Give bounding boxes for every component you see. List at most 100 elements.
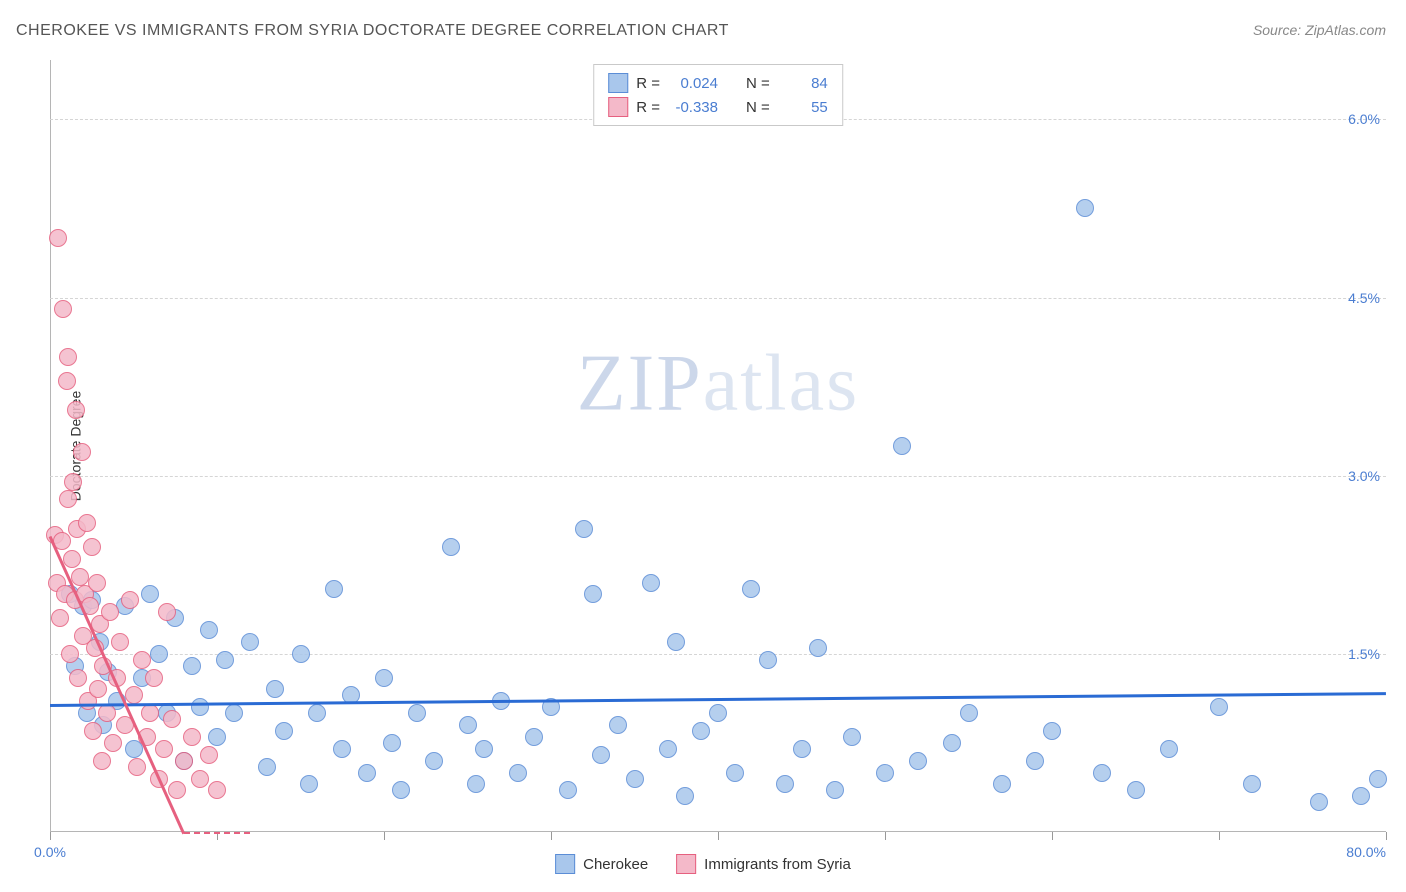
data-point <box>168 781 186 799</box>
r-label: R = <box>636 99 660 116</box>
data-point <box>175 752 193 770</box>
data-point <box>69 669 87 687</box>
data-point <box>98 704 116 722</box>
bottom-legend-item: Cherokee <box>555 854 648 874</box>
legend-swatch <box>608 73 628 93</box>
data-point <box>626 770 644 788</box>
legend-label: Cherokee <box>583 856 648 873</box>
x-tick <box>1052 832 1053 840</box>
data-point <box>183 657 201 675</box>
data-point <box>993 775 1011 793</box>
data-point <box>84 722 102 740</box>
r-value: 0.024 <box>668 75 718 92</box>
data-point <box>909 752 927 770</box>
data-point <box>155 740 173 758</box>
data-point <box>325 580 343 598</box>
data-point <box>300 775 318 793</box>
data-point <box>59 348 77 366</box>
n-label: N = <box>746 99 770 116</box>
data-point <box>1243 775 1261 793</box>
data-point <box>408 704 426 722</box>
data-point <box>191 698 209 716</box>
watermark-atlas: atlas <box>703 340 860 428</box>
data-point <box>183 728 201 746</box>
data-point <box>742 580 760 598</box>
y-axis-line <box>50 60 51 832</box>
source-attribution: Source: ZipAtlas.com <box>1253 22 1386 38</box>
gridline <box>50 476 1386 477</box>
data-point <box>1310 793 1328 811</box>
data-point <box>333 740 351 758</box>
data-point <box>200 746 218 764</box>
x-tick <box>885 832 886 840</box>
data-point <box>208 781 226 799</box>
x-end-label: 80.0% <box>1346 844 1386 860</box>
data-point <box>709 704 727 722</box>
data-point <box>692 722 710 740</box>
data-point <box>104 734 122 752</box>
data-point <box>101 603 119 621</box>
gridline <box>50 654 1386 655</box>
data-point <box>876 764 894 782</box>
data-point <box>158 603 176 621</box>
data-point <box>88 574 106 592</box>
data-point <box>843 728 861 746</box>
data-point <box>383 734 401 752</box>
data-point <box>141 585 159 603</box>
data-point <box>475 740 493 758</box>
data-point <box>83 538 101 556</box>
chart-title: CHEROKEE VS IMMIGRANTS FROM SYRIA DOCTOR… <box>16 22 729 40</box>
data-point <box>1160 740 1178 758</box>
data-point <box>392 781 410 799</box>
legend-swatch <box>676 854 696 874</box>
trend-line-dashed <box>184 832 251 834</box>
data-point <box>1210 698 1228 716</box>
bottom-legend-item: Immigrants from Syria <box>676 854 851 874</box>
data-point <box>676 787 694 805</box>
data-point <box>943 734 961 752</box>
legend-swatch <box>608 97 628 117</box>
data-point <box>208 728 226 746</box>
data-point <box>73 443 91 461</box>
data-point <box>609 716 627 734</box>
data-point <box>63 550 81 568</box>
data-point <box>559 781 577 799</box>
stats-legend: R =0.024N =84R =-0.338N =55 <box>593 64 843 126</box>
gridline <box>50 298 1386 299</box>
x-tick <box>551 832 552 840</box>
data-point <box>145 669 163 687</box>
x-tick <box>1386 832 1387 840</box>
watermark-zip: ZIP <box>577 340 703 428</box>
data-point <box>133 651 151 669</box>
data-point <box>125 686 143 704</box>
bottom-legend: Cherokee Immigrants from Syria <box>555 854 851 874</box>
data-point <box>726 764 744 782</box>
data-point <box>200 621 218 639</box>
data-point <box>809 639 827 657</box>
data-point <box>225 704 243 722</box>
x-start-label: 0.0% <box>34 844 66 860</box>
data-point <box>960 704 978 722</box>
watermark: ZIPatlas <box>577 339 860 430</box>
legend-label: Immigrants from Syria <box>704 856 851 873</box>
data-point <box>54 300 72 318</box>
chart-area: Doctorate Degree ZIPatlas 1.5%3.0%4.5%6.… <box>50 60 1386 832</box>
data-point <box>584 585 602 603</box>
x-tick <box>718 832 719 840</box>
data-point <box>141 704 159 722</box>
data-point <box>467 775 485 793</box>
data-point <box>642 574 660 592</box>
data-point <box>93 752 111 770</box>
data-point <box>308 704 326 722</box>
data-point <box>1127 781 1145 799</box>
n-value: 84 <box>778 75 828 92</box>
data-point <box>292 645 310 663</box>
data-point <box>258 758 276 776</box>
data-point <box>49 229 67 247</box>
data-point <box>776 775 794 793</box>
data-point <box>67 401 85 419</box>
data-point <box>459 716 477 734</box>
data-point <box>575 520 593 538</box>
data-point <box>58 372 76 390</box>
n-label: N = <box>746 75 770 92</box>
